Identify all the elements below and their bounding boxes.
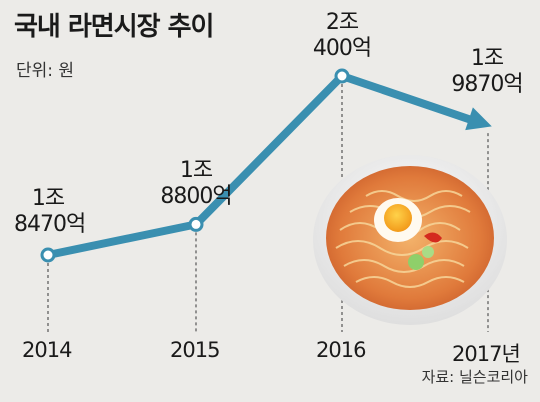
x-tick-2: 2015 (170, 338, 220, 362)
data-label-4-line-2: 9870억 (451, 72, 523, 97)
chart-title: 국내 라면시장 추이 (14, 12, 214, 42)
series-line-group (47, 72, 492, 259)
data-point-2 (188, 216, 204, 232)
ramen-bowl-icon (313, 155, 507, 325)
data-label-2-line-2: 8800억 (160, 184, 232, 209)
series-markers-group (40, 68, 350, 263)
series-line (47, 72, 474, 259)
data-label-3-line-1: 2조 (325, 10, 359, 35)
x-tick-4: 2017년 (452, 342, 521, 366)
data-label-4-line-1: 1조 (470, 46, 504, 71)
data-label-2-line-1: 1조 (179, 158, 213, 183)
data-label-1-line-1: 1조 (31, 186, 65, 211)
data-label-3: 2조 400억 (302, 10, 382, 62)
x-tick-3: 2016 (316, 338, 366, 362)
series-arrow-head (465, 107, 492, 131)
data-label-1: 1조 8470억 (14, 186, 86, 238)
data-label-4: 1조 9870억 (440, 46, 534, 98)
data-label-3-line-2: 400억 (312, 36, 372, 61)
source-label: 자료: 닐슨코리아 (421, 368, 528, 386)
data-label-2: 1조 8800억 (158, 158, 234, 210)
x-tick-1: 2014 (22, 338, 72, 362)
unit-label: 단위: 원 (16, 61, 75, 81)
data-label-1-line-2: 8470억 (14, 212, 86, 237)
data-point-3 (334, 68, 350, 84)
data-point-1 (40, 247, 56, 263)
